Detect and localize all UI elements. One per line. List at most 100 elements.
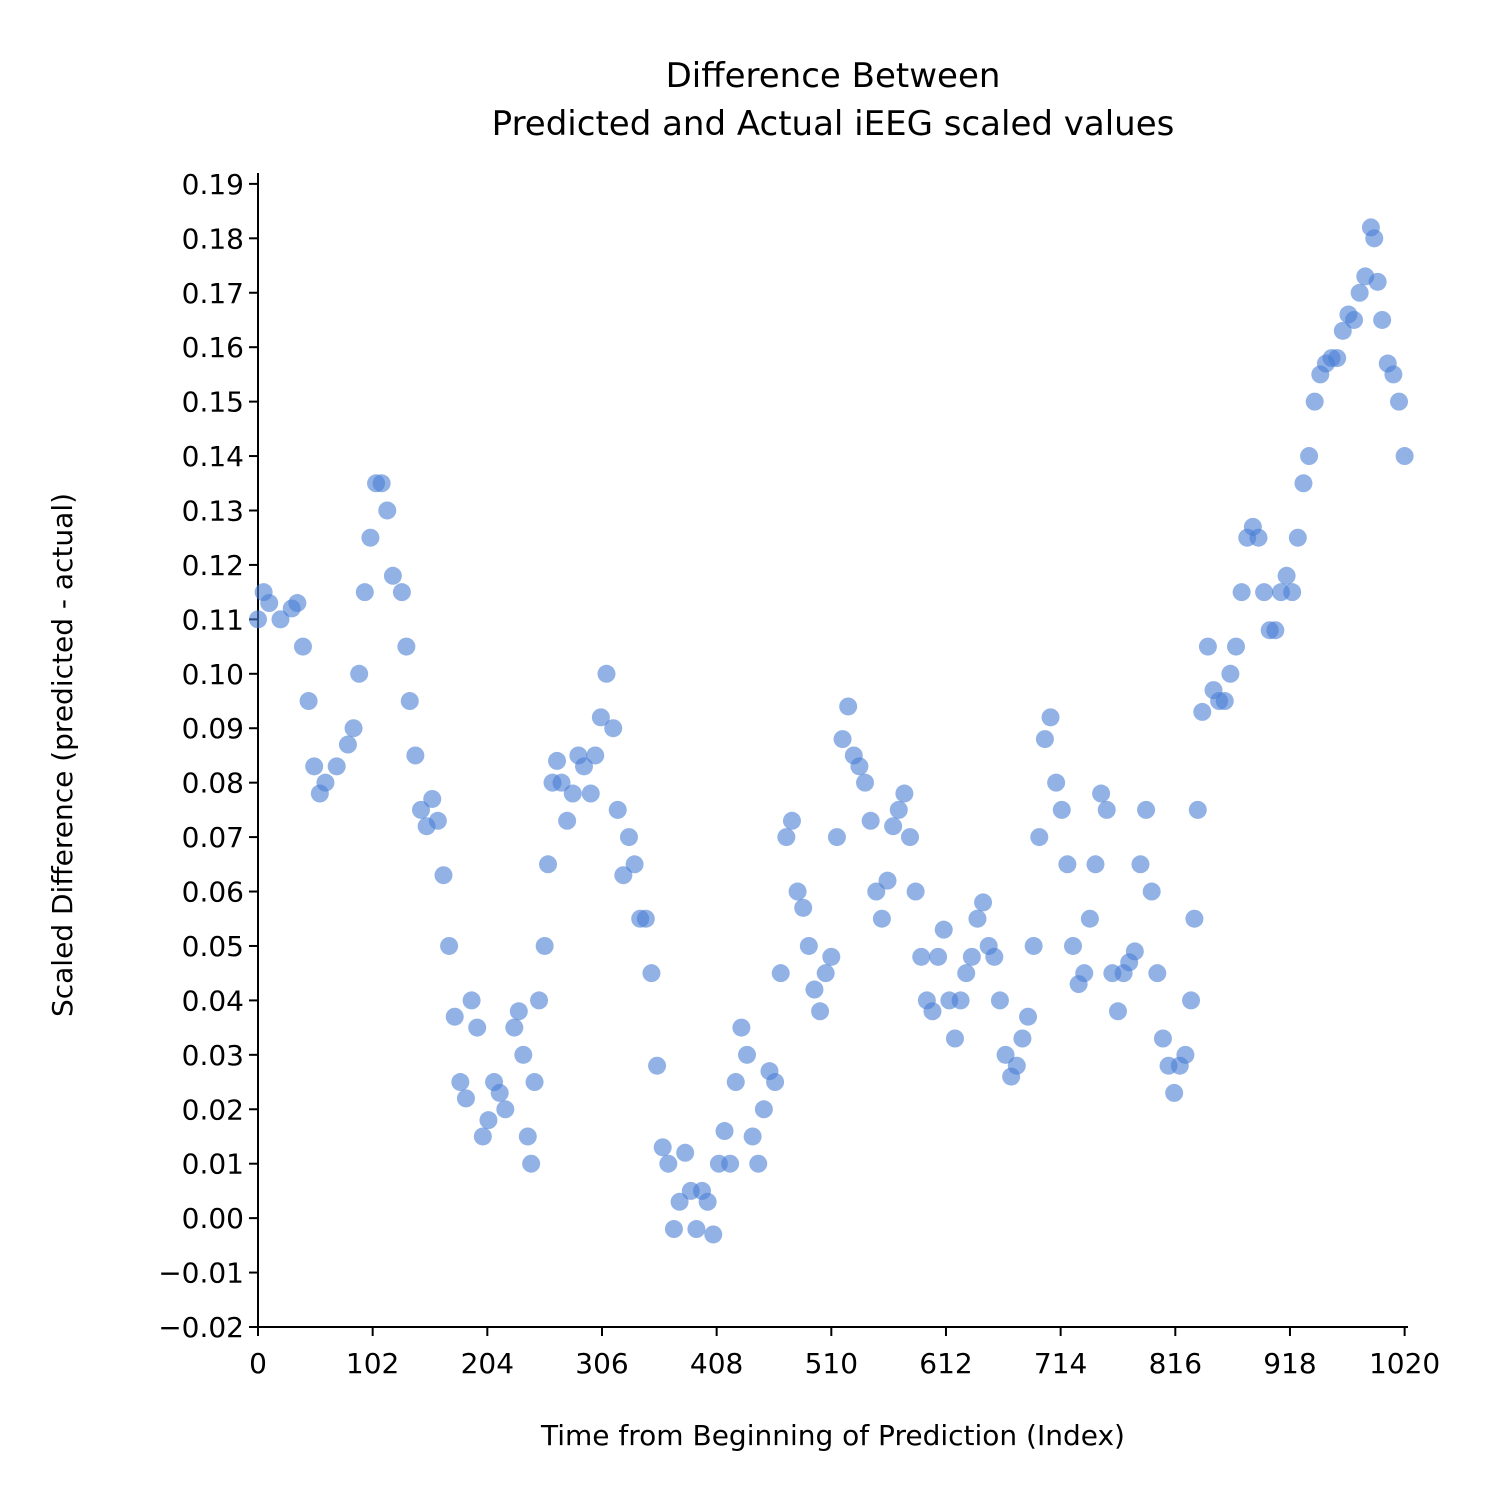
point (839, 697, 858, 716)
point (305, 757, 324, 776)
point (867, 882, 886, 901)
point (1080, 909, 1099, 928)
point (1288, 528, 1307, 547)
point (505, 1018, 524, 1037)
point (698, 1192, 717, 1211)
point (1395, 447, 1414, 466)
point (288, 594, 307, 613)
point (1137, 800, 1156, 819)
point (423, 789, 442, 808)
point (1368, 272, 1387, 291)
point (490, 1083, 509, 1102)
y-tick-label: 0.02 (182, 1093, 244, 1126)
x-tick-label: 102 (346, 1347, 399, 1380)
point (434, 866, 453, 885)
point (581, 784, 600, 803)
point (604, 719, 623, 738)
point (1305, 392, 1324, 411)
point (1125, 942, 1144, 961)
x-tick-label: 612 (919, 1347, 972, 1380)
x-tick-label: 306 (575, 1347, 628, 1380)
point (1064, 936, 1083, 955)
x-axis-label: Time from Beginning of Prediction (Index… (540, 1419, 1125, 1452)
point (799, 936, 818, 955)
point (816, 964, 835, 983)
point (397, 637, 416, 656)
point (456, 1089, 475, 1108)
point (591, 708, 610, 727)
point (990, 991, 1009, 1010)
point (833, 730, 852, 749)
y-tick-label: 0.07 (182, 821, 244, 854)
y-tick-label: 0.18 (182, 222, 244, 255)
y-tick-label: 0.14 (182, 440, 244, 473)
point (749, 1154, 768, 1173)
point (1153, 1029, 1172, 1048)
point (412, 800, 431, 819)
y-tick-label: 0.00 (182, 1202, 244, 1235)
point (1345, 310, 1364, 329)
y-tick-label: −0.02 (158, 1311, 244, 1344)
point (1333, 321, 1352, 340)
point (468, 1018, 487, 1037)
point (648, 1056, 667, 1075)
point (1013, 1029, 1032, 1048)
point (327, 757, 346, 776)
point (293, 637, 312, 656)
point (1390, 392, 1409, 411)
point (895, 784, 914, 803)
point (856, 773, 875, 792)
point (249, 610, 267, 629)
point (1019, 1007, 1038, 1026)
y-tick-label: 0.09 (182, 712, 244, 745)
point (344, 719, 363, 738)
point (509, 1002, 528, 1021)
point (1266, 621, 1285, 640)
point (1188, 800, 1207, 819)
point (575, 757, 594, 776)
point (355, 583, 374, 602)
x-tick-label: 1020 (1369, 1347, 1440, 1380)
point (428, 811, 447, 830)
point (1185, 909, 1204, 928)
point (1176, 1045, 1195, 1064)
point (1086, 855, 1105, 874)
point (962, 947, 981, 966)
point (514, 1045, 533, 1064)
point (522, 1154, 541, 1173)
point (1255, 583, 1274, 602)
point (945, 1029, 964, 1048)
y-tick-label: 0.15 (182, 386, 244, 419)
point (1148, 964, 1167, 983)
point (1052, 800, 1071, 819)
point (361, 528, 380, 547)
point (1131, 855, 1150, 874)
point (400, 692, 419, 711)
point (822, 947, 841, 966)
point (670, 1192, 689, 1211)
y-tick-label: 0.11 (182, 603, 244, 636)
point (777, 828, 796, 847)
x-tick-label: 408 (690, 1347, 743, 1380)
point (1007, 1056, 1026, 1075)
point (597, 664, 616, 683)
point (378, 501, 397, 520)
point (861, 811, 880, 830)
y-tick-label: 0.13 (182, 494, 244, 527)
point (951, 991, 970, 1010)
point (1142, 882, 1161, 901)
point (996, 1045, 1015, 1064)
point (372, 474, 391, 493)
y-tick-label: 0.04 (182, 984, 244, 1017)
point (1035, 730, 1054, 749)
point (406, 746, 425, 765)
point (535, 936, 554, 955)
point (811, 1002, 830, 1021)
point (766, 1073, 785, 1092)
point (934, 920, 953, 939)
point (1108, 1002, 1127, 1021)
point (827, 828, 846, 847)
point (260, 594, 279, 613)
point (957, 964, 976, 983)
